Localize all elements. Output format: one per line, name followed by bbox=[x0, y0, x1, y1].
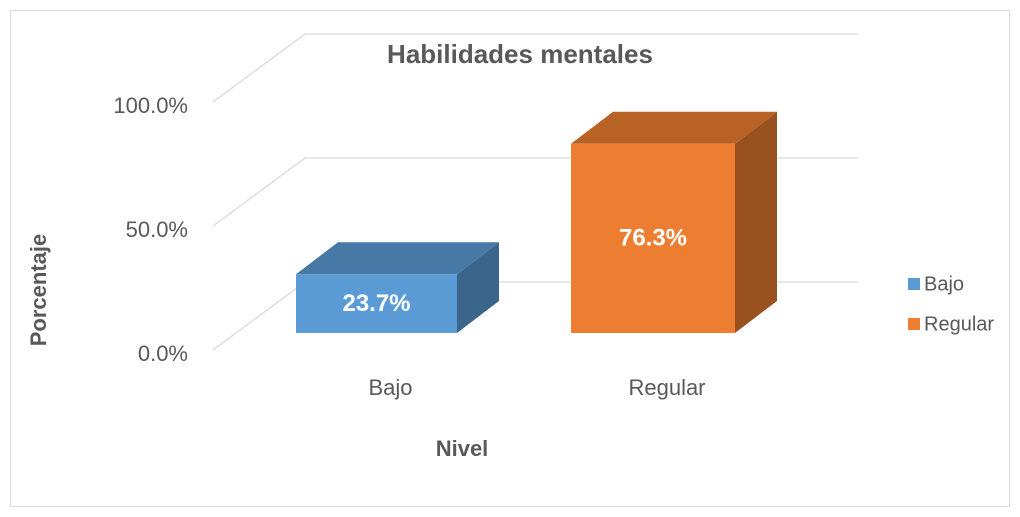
legend-swatch bbox=[908, 318, 920, 330]
chart-title: Habilidades mentales bbox=[387, 39, 653, 69]
legend-label: Regular bbox=[924, 313, 994, 335]
bar-side bbox=[735, 111, 777, 333]
bar-side bbox=[457, 242, 499, 333]
x-axis-title: Nivel bbox=[436, 436, 489, 461]
data-label: 76.3% bbox=[619, 225, 687, 252]
x-tick-label: Bajo bbox=[368, 375, 412, 400]
bar-top bbox=[296, 242, 499, 275]
data-label: 23.7% bbox=[342, 290, 410, 317]
bar-front bbox=[296, 274, 457, 333]
grid-line bbox=[212, 33, 858, 103]
bar bbox=[571, 111, 777, 333]
legend-label: Bajo bbox=[924, 273, 964, 295]
y-tick-label: 100.0% bbox=[113, 93, 188, 118]
legend-swatch bbox=[908, 278, 920, 290]
y-axis-title: Porcentaje bbox=[26, 234, 51, 347]
bar bbox=[296, 242, 499, 333]
y-tick-label: 0.0% bbox=[138, 341, 188, 366]
bar-top bbox=[571, 111, 777, 144]
chart-border bbox=[10, 10, 1010, 507]
bar-front bbox=[571, 143, 735, 333]
y-tick-label: 50.0% bbox=[126, 217, 188, 242]
x-tick-label: Regular bbox=[628, 375, 705, 400]
